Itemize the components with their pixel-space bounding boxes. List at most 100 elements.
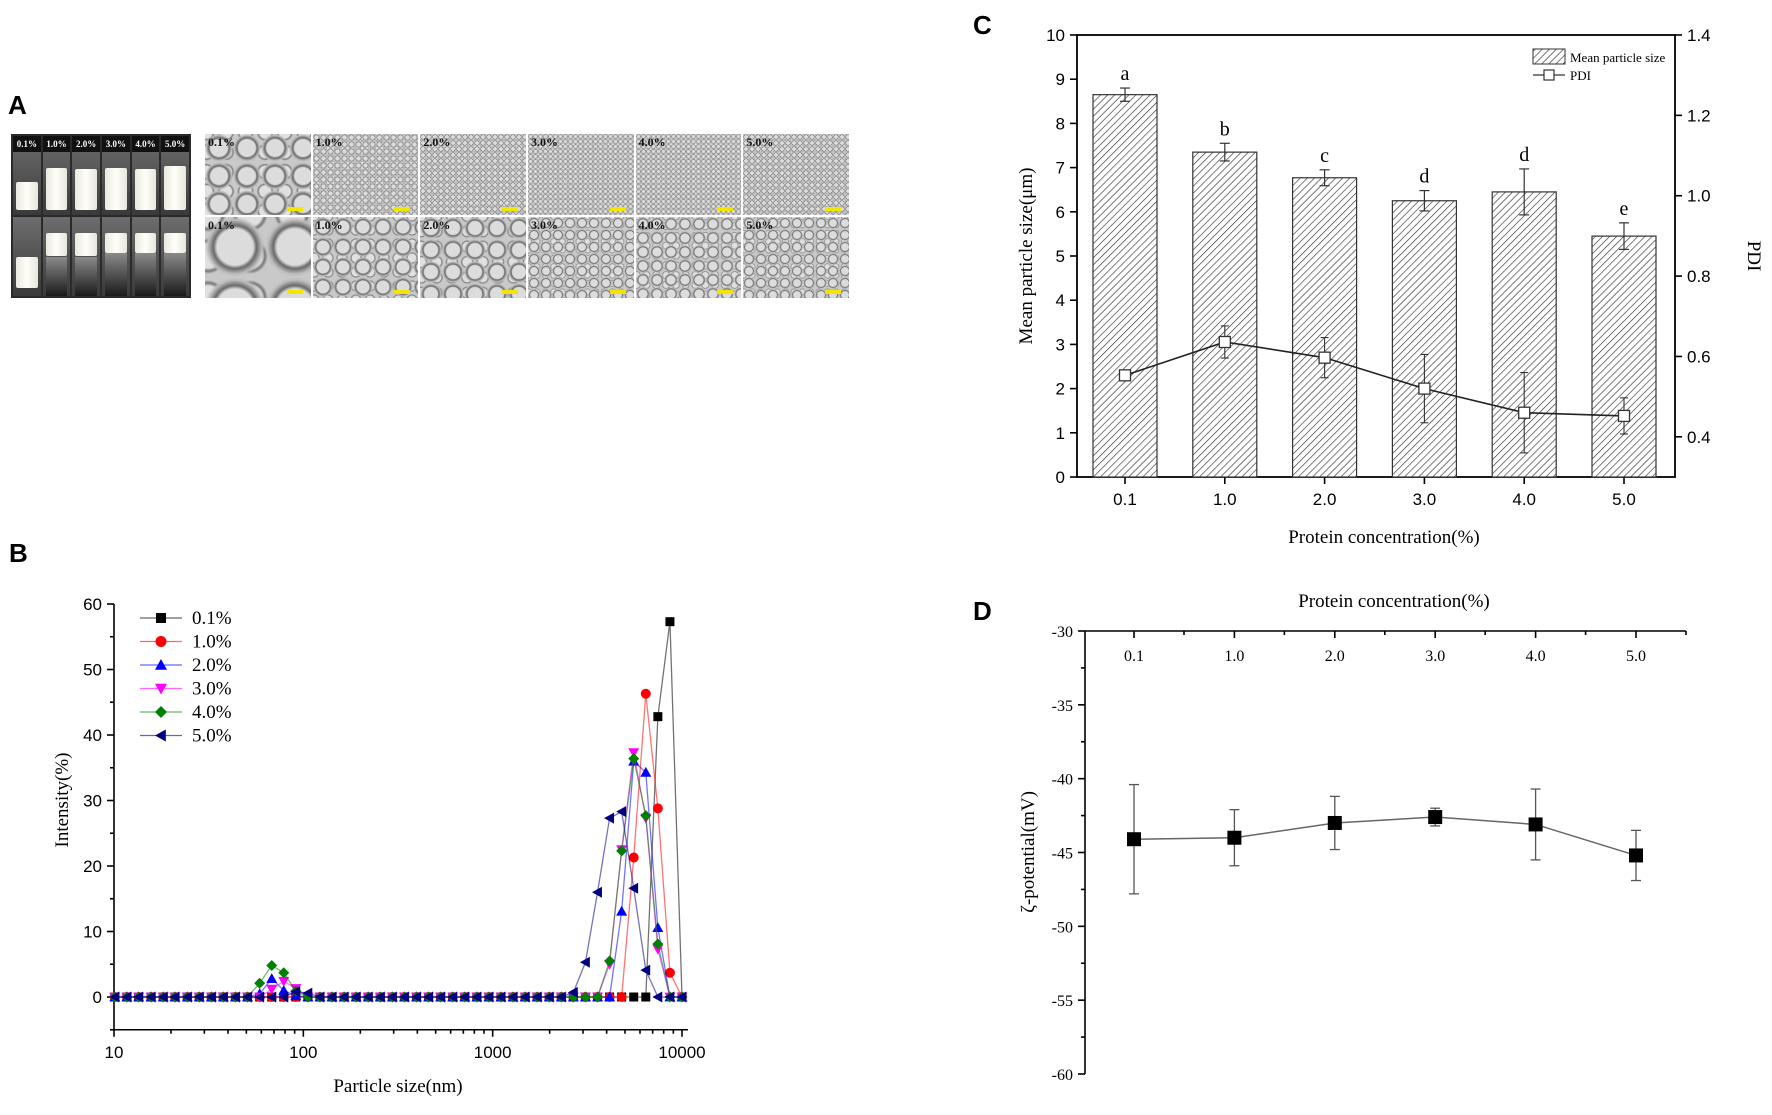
emulsion-layer (134, 169, 157, 211)
y2-tick-label: 0.6 (1687, 347, 1711, 366)
chart-b-size-distribution: Particle size(nm) Intensity(%) 0 10 20 30 40… (52, 595, 706, 1097)
marker-diamond (628, 753, 640, 765)
chart-d-title: Protein concentration(%) (1298, 591, 1490, 612)
micrograph-label: 2.0% (423, 135, 451, 149)
micrograph-label: 3.0% (530, 135, 558, 149)
micrograph-label: 2.0% (423, 218, 451, 232)
scale-bar (286, 290, 303, 294)
series-line (114, 810, 682, 998)
micrograph: 5.0% (743, 217, 849, 298)
marker-triangle-left (567, 986, 578, 998)
series-line (114, 758, 682, 998)
vial: 1.0% (42, 136, 71, 215)
vial (13, 217, 41, 296)
marker-triangle-left (423, 991, 433, 1003)
x-tick-label: 10000 (658, 1043, 705, 1062)
marker-triangle-up (155, 659, 167, 670)
marker-triangle-down (652, 944, 664, 955)
micrograph-label: 0.1% (208, 135, 235, 149)
series-5.0% (109, 806, 687, 1003)
marker-triangle-left (398, 991, 409, 1003)
marker-triangle-down (266, 984, 278, 995)
legend-label: 0.1% (192, 608, 232, 629)
micrograph: 4.0% (635, 217, 742, 298)
marker-triangle-left (579, 956, 590, 968)
marker-square (665, 617, 675, 627)
cream-layer (134, 232, 157, 253)
marker-triangle-left (411, 991, 421, 1003)
marker-square (629, 992, 639, 1002)
y-tick-label: 1 (1056, 424, 1065, 443)
vial-label: 5.0% (161, 136, 189, 152)
pdi-marker (1218, 335, 1231, 349)
marker-triangle-up (652, 922, 664, 932)
zeta-marker (1428, 810, 1443, 825)
marker-triangle-left (338, 991, 349, 1003)
micrograph: 2.0% (420, 134, 526, 215)
marker-circle (652, 803, 663, 814)
scale-bar (501, 207, 518, 211)
y-tick-label: 9 (1056, 70, 1065, 89)
significance-letter: d (1519, 144, 1529, 166)
y-tick-label: 10 (83, 923, 102, 942)
x-tick-label: 100 (289, 1043, 317, 1062)
marker-triangle-left (435, 991, 446, 1003)
zeta-marker (1127, 832, 1141, 847)
y-tick-label: 4 (1056, 291, 1065, 310)
marker-triangle-left (495, 991, 506, 1003)
marker-triangle-up (266, 973, 278, 984)
y-tick-label: -60 (1052, 1067, 1073, 1084)
micrograph-label: 0.1% (208, 218, 235, 232)
significance-letter: e (1620, 198, 1629, 220)
marker-triangle-left (266, 991, 277, 1003)
serum-layer (104, 252, 127, 296)
zeta-marker (1528, 817, 1543, 832)
x-tick-label: 5.0 (1626, 648, 1646, 665)
y2-tick-label: 1.4 (1687, 26, 1711, 45)
marker-triangle-left (205, 991, 216, 1003)
marker-triangle-up (616, 905, 628, 916)
y-tick-label: 7 (1056, 159, 1065, 178)
marker-triangle-left (362, 991, 373, 1003)
marker-circle (640, 688, 651, 699)
marker-triangle-up (640, 766, 652, 777)
vial: 4.0% (131, 136, 160, 215)
vial (161, 217, 189, 296)
marker-triangle-left (109, 991, 120, 1003)
x-tick-label: 3.0 (1413, 490, 1437, 509)
legend-label: Mean particle size (1570, 50, 1666, 65)
marker-circle (628, 852, 639, 863)
marker-diamond (254, 977, 266, 989)
marker-triangle-left (217, 991, 228, 1003)
vial (72, 217, 100, 296)
marker-square (653, 712, 663, 722)
y-tick-label: -35 (1052, 698, 1073, 715)
vial (42, 217, 71, 296)
serum-layer (75, 256, 97, 296)
x-tick-label: 5.0 (1612, 490, 1636, 509)
marker-triangle-left (133, 991, 144, 1003)
vial: 5.0% (161, 136, 189, 215)
marker-diamond (640, 810, 652, 822)
bar (1092, 94, 1158, 478)
marker-triangle-down (278, 976, 290, 987)
micrograph: 1.0% (312, 134, 419, 215)
marker-diamond (616, 845, 628, 857)
chart-b-y-axis-title: Intensity(%) (52, 753, 73, 848)
marker-triangle-left (155, 729, 166, 742)
marker-triangle-left (616, 806, 627, 818)
micrograph: 3.0% (527, 134, 634, 215)
y-tick-label: -30 (1052, 624, 1073, 641)
micrograph: 1.0% (312, 217, 419, 298)
marker-triangle-up (278, 984, 290, 995)
cream-layer (75, 232, 97, 257)
marker-triangle-left (121, 991, 132, 1003)
y2-tick-label: 0.8 (1687, 267, 1711, 286)
x-tick-label: 1.0 (1213, 490, 1237, 509)
micrograph-label: 1.0% (315, 135, 343, 149)
marker-triangle-left (193, 991, 204, 1003)
marker-square (156, 613, 166, 623)
x-tick-label: 0.1 (1113, 490, 1137, 509)
marker-triangle-left (604, 812, 614, 824)
micrograph: 0.1% (205, 217, 311, 298)
